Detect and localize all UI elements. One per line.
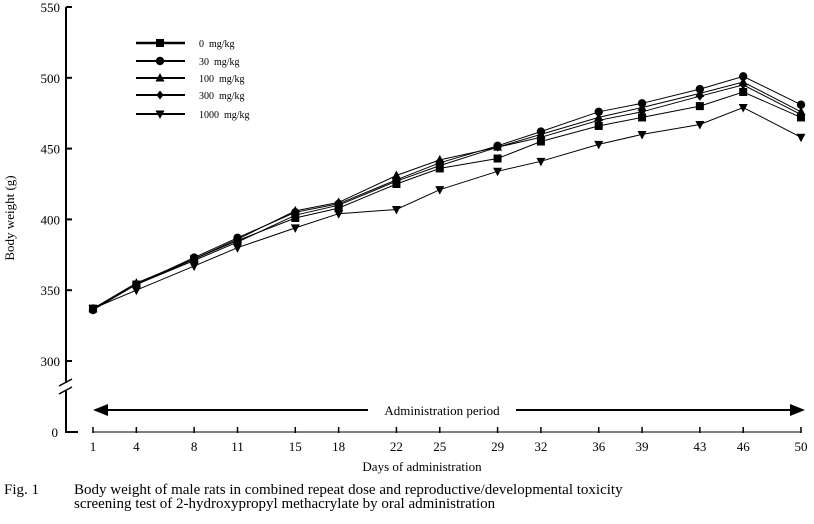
- data-point-diamond: [797, 110, 805, 120]
- data-point-diamond: [335, 200, 343, 210]
- series-3: [89, 80, 805, 314]
- period-arrow-right-head: [790, 404, 805, 416]
- legend-marker-triangle-up: [155, 73, 165, 82]
- data-point-triangle-down: [88, 305, 98, 314]
- data-point-triangle-down: [334, 210, 344, 219]
- y-tick-label: 450: [41, 142, 61, 157]
- data-point-square: [594, 121, 603, 130]
- axis-break-mark: [58, 378, 73, 387]
- legend-label: 1000 mg/kg: [199, 110, 250, 121]
- data-point-diamond: [696, 91, 704, 101]
- data-point-triangle-up: [435, 154, 445, 164]
- x-tick-label: 50: [795, 439, 808, 454]
- data-point-diamond: [494, 142, 502, 152]
- data-point-triangle-down: [493, 167, 503, 177]
- series-2: [88, 77, 806, 313]
- data-point-triangle-up: [637, 102, 647, 112]
- administration-period-annotation: Administration period: [93, 403, 805, 418]
- legend-label: 0 mg/kg: [199, 39, 235, 50]
- x-tick-label: 39: [636, 439, 649, 454]
- data-point-triangle-down: [189, 262, 199, 272]
- y-axis: 300 350 400 450 500 550 0: [41, 0, 78, 440]
- data-point-circle: [739, 72, 748, 81]
- legend-label: 300 mg/kg: [199, 91, 245, 102]
- data-point-triangle-down: [232, 244, 242, 253]
- data-point-square: [739, 87, 748, 96]
- figure-label: Fig. 1: [4, 482, 40, 498]
- x-tick-label: 4: [133, 439, 140, 454]
- data-point-triangle-up: [290, 205, 300, 215]
- series-line: [92, 106, 802, 310]
- series-4: [88, 104, 806, 314]
- data-point-triangle-up: [391, 170, 401, 180]
- y-tick-label: 400: [41, 212, 61, 227]
- x-tick-label: 36: [592, 439, 606, 454]
- y-tick-label: 350: [41, 283, 61, 298]
- x-tick-label: 11: [231, 439, 244, 454]
- data-point-triangle-down: [594, 140, 604, 150]
- x-tick-label: 46: [737, 439, 751, 454]
- data-point-triangle-down: [290, 224, 300, 233]
- series-line: [92, 91, 802, 310]
- y-tick-label: 500: [41, 71, 61, 86]
- x-axis-label: Days of administration: [362, 459, 482, 474]
- data-point-diamond: [436, 161, 444, 171]
- data-point-triangle-down: [391, 205, 401, 215]
- legend-marker-diamond: [156, 90, 164, 100]
- data-point-triangle-down: [796, 133, 806, 143]
- data-point-triangle-down: [131, 286, 141, 296]
- body-weight-chart: 300 350 400 450 500 550 0 1 4 8 11 15 18 22 25 29 32 36 3…: [2, 0, 808, 474]
- x-tick-label: 15: [289, 439, 302, 454]
- x-tick-label: 8: [191, 439, 198, 454]
- administration-period-label: Administration period: [384, 403, 500, 418]
- axis-break-mark: [58, 386, 73, 395]
- data-point-triangle-down: [738, 104, 748, 113]
- data-point-diamond: [638, 107, 646, 117]
- x-tick-label: 22: [390, 439, 403, 454]
- series-layer: [88, 72, 806, 315]
- x-tick-label: 25: [433, 439, 446, 454]
- data-point-circle: [594, 107, 603, 116]
- data-point-diamond: [595, 115, 603, 125]
- x-tick-label: 18: [332, 439, 345, 454]
- y-axis-label: Body weight (g): [2, 175, 17, 260]
- legend: 0 mg/kg 30 mg/kg 100 mg/kg 300 mg/kg 1000 mg…: [136, 39, 250, 121]
- legend-label: 30 mg/kg: [199, 57, 240, 68]
- data-point-square: [695, 102, 704, 111]
- x-tick-label: 29: [491, 439, 504, 454]
- legend-marker-circle: [155, 56, 165, 66]
- data-point-square: [493, 154, 502, 163]
- data-point-diamond: [739, 80, 747, 90]
- annotation-label-bg: [380, 403, 505, 418]
- legend-item: 0 mg/kg: [136, 39, 235, 50]
- data-point-diamond: [392, 176, 400, 186]
- y-tick-label: 550: [41, 0, 61, 15]
- caption-line-1: Body weight of male rats in combined rep…: [74, 482, 623, 498]
- legend-marker-triangle-down: [155, 110, 165, 119]
- data-point-diamond: [291, 210, 299, 220]
- data-point-triangle-down: [637, 130, 647, 140]
- legend-item: 300 mg/kg: [136, 90, 245, 102]
- legend-item: 30 mg/kg: [136, 56, 240, 68]
- data-point-triangle-down: [435, 186, 445, 195]
- period-arrow-left-head: [93, 404, 108, 416]
- x-tick-label: 43: [693, 439, 706, 454]
- data-point-triangle-down: [536, 157, 546, 167]
- legend-item: 1000 mg/kg: [136, 110, 250, 121]
- caption-line-2: screening test of 2-hydroxypropyl methac…: [74, 496, 496, 512]
- data-point-circle: [796, 100, 806, 109]
- data-point-diamond: [537, 132, 545, 142]
- x-tick-label: 32: [534, 439, 547, 454]
- x-axis: 1 4 8 11 15 18 22 25 29 32 36 39 43 46 50: [90, 427, 808, 454]
- y-tick-label: 300: [41, 354, 61, 369]
- data-point-triangle-down: [695, 121, 705, 130]
- legend-marker-square: [156, 39, 164, 47]
- y-tick-label: 0: [52, 425, 59, 440]
- legend-item: 100 mg/kg: [136, 73, 245, 85]
- legend-label: 100 mg/kg: [199, 74, 245, 85]
- data-point-square: [638, 113, 647, 122]
- x-tick-label: 1: [90, 439, 97, 454]
